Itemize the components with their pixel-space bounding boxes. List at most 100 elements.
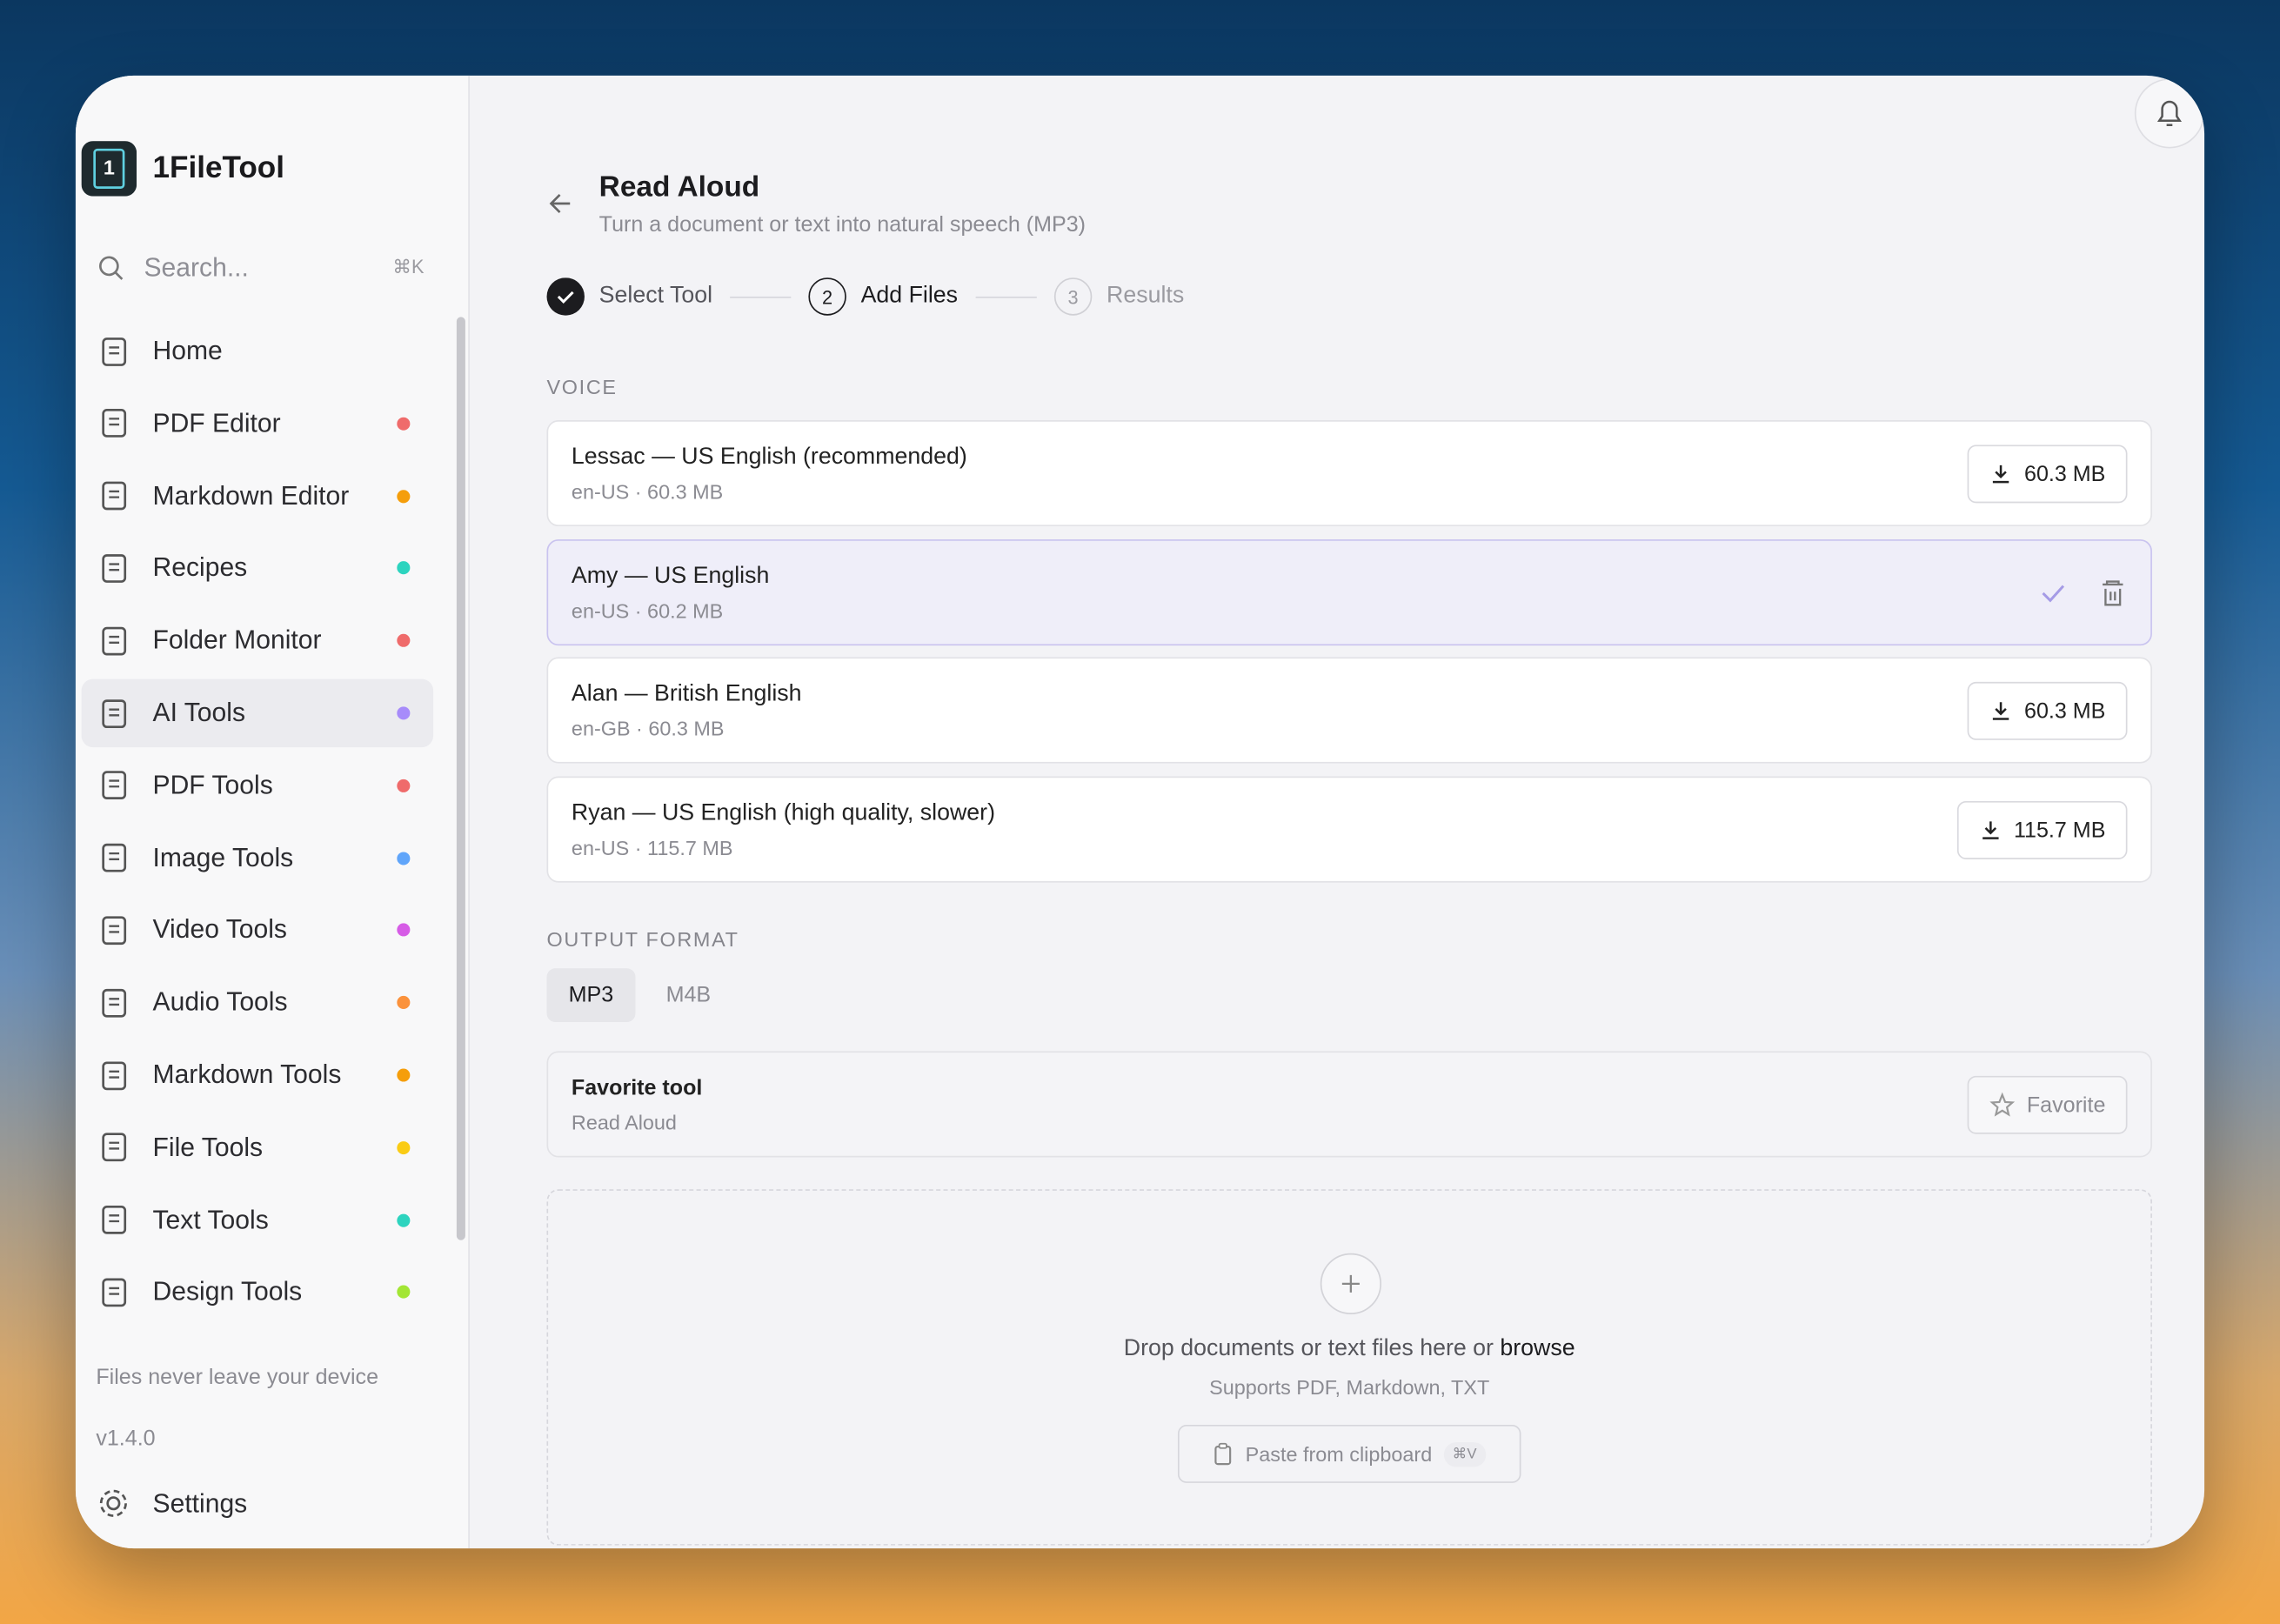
- nav-item[interactable]: Markdown Editor: [82, 462, 434, 531]
- svg-text:1: 1: [104, 157, 115, 179]
- favorite-subtitle: Read Aloud: [571, 1110, 677, 1134]
- step: 3 Results: [1053, 277, 1185, 316]
- nav-badge: [397, 1140, 411, 1154]
- nav-item[interactable]: Text Tools: [82, 1186, 434, 1254]
- settings-icon: [99, 1489, 127, 1517]
- download-button[interactable]: 115.7 MB: [1956, 801, 2128, 859]
- settings-link[interactable]: Settings: [152, 1488, 248, 1518]
- nav-badge: [397, 417, 411, 431]
- nav-badge: [397, 924, 411, 938]
- nav-badge: [397, 1213, 411, 1227]
- nav-item[interactable]: File Tools: [82, 1113, 434, 1182]
- download-size: 60.3 MB: [2024, 698, 2106, 725]
- dropzone-hint: Supports PDF, Markdown, TXT: [1209, 1375, 1490, 1399]
- nav-badge: [397, 1286, 411, 1300]
- nav-item[interactable]: PDF Editor: [82, 390, 434, 458]
- nav-item[interactable]: Design Tools: [82, 1258, 434, 1327]
- favorite-button[interactable]: Favorite: [1967, 1075, 2128, 1134]
- nav-label: Folder Monitor: [152, 625, 322, 655]
- nav-item[interactable]: Image Tools: [82, 824, 434, 892]
- nav-label: Audio Tools: [152, 987, 288, 1017]
- voice-name: Lessac — US English (recommended): [571, 444, 967, 470]
- nav-item[interactable]: Markdown Tools: [82, 1041, 434, 1110]
- favorite-card: Favorite tool Read Aloud Favorite: [546, 1051, 2152, 1158]
- nav-icon: [102, 1278, 127, 1307]
- search-icon: [99, 256, 124, 280]
- format-option[interactable]: M4B: [665, 982, 712, 1008]
- nav-icon: [102, 553, 127, 583]
- voice-meta: en-US · 60.2 MB: [571, 598, 724, 622]
- privacy-note: Files never leave your device: [96, 1365, 379, 1390]
- step-label: Add Files: [860, 283, 959, 309]
- nav-badge: [397, 779, 411, 792]
- nav-label: Video Tools: [152, 914, 288, 945]
- nav-badge: [397, 996, 411, 1010]
- search-shortcut: ⌘K: [392, 256, 425, 278]
- voice-card[interactable]: Alan — British English en-GB · 60.3 MB 60.…: [546, 658, 2152, 765]
- step: 2 Add Files: [808, 277, 959, 316]
- nav-item[interactable]: Recipes: [82, 534, 434, 603]
- nav-item[interactable]: Video Tools: [82, 896, 434, 965]
- step: Select Tool: [546, 277, 713, 316]
- paste-button[interactable]: Paste from clipboard ⌘V: [1177, 1425, 1521, 1483]
- nav-label: File Tools: [152, 1132, 264, 1162]
- step-connector: [975, 296, 1037, 298]
- app-logo: 1: [81, 141, 137, 197]
- voice-card[interactable]: Lessac — US English (recommended) en-US ·…: [546, 420, 2152, 527]
- nav-label: Text Tools: [152, 1204, 269, 1234]
- nav-item[interactable]: Home: [82, 317, 434, 385]
- step-number: 2: [808, 277, 846, 316]
- step-label: Results: [1107, 283, 1185, 309]
- nav-icon: [102, 626, 127, 655]
- back-button[interactable]: [547, 189, 576, 217]
- browse-link[interactable]: browse: [1500, 1336, 1575, 1361]
- step-number: 3: [1053, 277, 1093, 316]
- installed-actions: [2042, 579, 2123, 605]
- nav-icon: [102, 481, 127, 511]
- nav-label: Markdown Editor: [152, 480, 350, 510]
- nav-item[interactable]: PDF Tools: [82, 752, 434, 820]
- voice-card[interactable]: Ryan — US English (high quality, slower)…: [546, 776, 2152, 883]
- search-input[interactable]: Search...: [144, 252, 249, 283]
- section-label: OUTPUT FORMAT: [546, 927, 739, 952]
- app-window: 1 1FileTool Search... ⌘K Files never lea…: [75, 75, 2205, 1549]
- notifications-button[interactable]: [2134, 78, 2205, 149]
- download-size: 115.7 MB: [2013, 818, 2106, 843]
- voice-meta: en-GB · 60.3 MB: [571, 717, 725, 741]
- step-label: Select Tool: [598, 283, 713, 309]
- nav-icon: [102, 843, 127, 872]
- nav-icon: [102, 1060, 127, 1090]
- voice-card[interactable]: Amy — US English en-US · 60.2 MB: [546, 538, 2152, 645]
- nav-label: Recipes: [152, 552, 248, 583]
- nav-item[interactable]: Folder Monitor: [82, 606, 434, 675]
- nav-icon: [102, 916, 127, 945]
- paste-label: Paste from clipboard: [1245, 1442, 1433, 1466]
- nav-icon: [102, 1206, 127, 1234]
- nav-icon: [102, 337, 127, 366]
- dropzone[interactable]: Drop documents or text files here or bro…: [546, 1189, 2152, 1546]
- add-icon: [1320, 1253, 1381, 1314]
- format-option[interactable]: MP3: [546, 968, 636, 1023]
- voice-meta: en-US · 60.3 MB: [571, 479, 724, 504]
- sidebar: 1 1FileTool Search... ⌘K Files never lea…: [75, 75, 470, 1549]
- nav-icon: [102, 771, 127, 800]
- nav-label: PDF Editor: [152, 408, 281, 438]
- nav-item[interactable]: Audio Tools: [82, 968, 434, 1037]
- favorite-button-label: Favorite: [2026, 1093, 2106, 1118]
- nav-icon: [102, 988, 127, 1018]
- download-button[interactable]: 60.3 MB: [1967, 682, 2128, 741]
- dropzone-instruction: Drop documents or text files here or: [1123, 1336, 1501, 1361]
- app-name: 1FileTool: [152, 150, 284, 185]
- nav-icon: [102, 1133, 127, 1162]
- download-button[interactable]: 60.3 MB: [1967, 444, 2128, 504]
- voice-name: Alan — British English: [571, 682, 802, 707]
- page-subtitle: Turn a document or text into natural spe…: [598, 212, 1087, 237]
- nav-label: AI Tools: [152, 698, 245, 727]
- voice-meta: en-US · 115.7 MB: [571, 836, 733, 859]
- nav-item[interactable]: AI Tools: [81, 678, 434, 748]
- nav-label: PDF Tools: [152, 770, 273, 799]
- paste-shortcut: ⌘V: [1443, 1441, 1486, 1467]
- nav-badge: [397, 706, 411, 720]
